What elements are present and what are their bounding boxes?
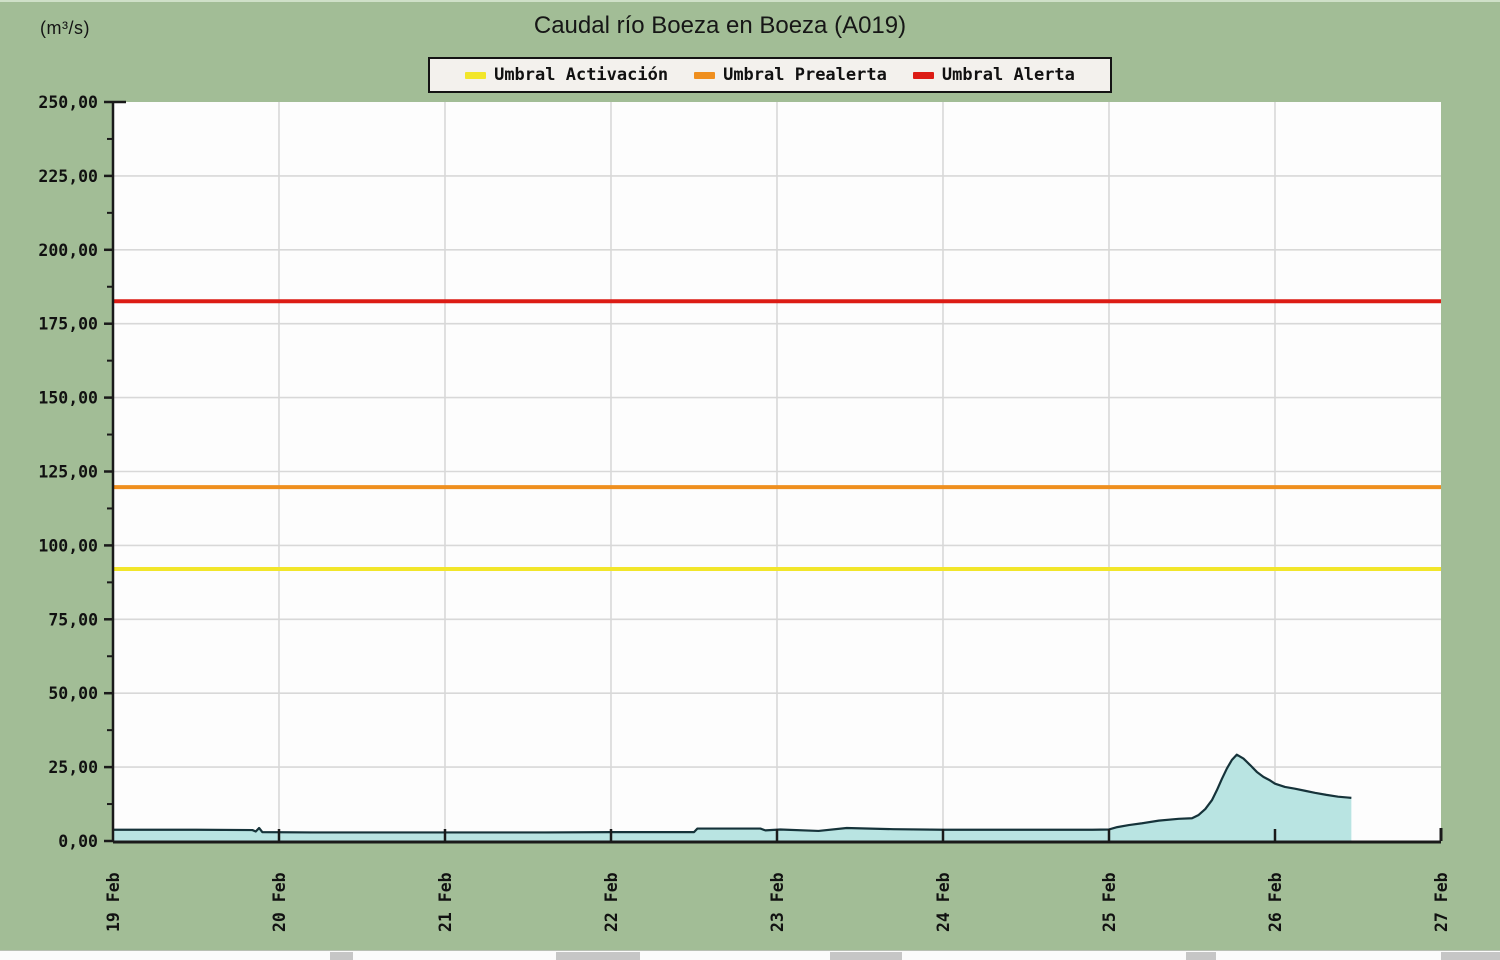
- y-tick-label: 250,00: [38, 93, 98, 112]
- x-tick-label: 19 Feb: [104, 872, 123, 932]
- x-tick-label: 20 Feb: [270, 872, 289, 932]
- y-tick-label: 50,00: [48, 684, 98, 703]
- y-axis-unit-label: (m³/s): [40, 18, 90, 38]
- legend-label: Umbral Prealerta: [723, 65, 887, 85]
- legend-item: Umbral Activación: [465, 65, 668, 85]
- cutoff-element: [1186, 952, 1216, 960]
- cutoff-element: [830, 952, 902, 960]
- chart-title: Caudal río Boeza en Boeza (A019): [533, 12, 907, 39]
- y-tick-label: 200,00: [38, 241, 98, 260]
- y-tick-label: 225,00: [38, 167, 98, 186]
- y-tick-label: 175,00: [38, 315, 98, 334]
- x-tick-label: 22 Feb: [602, 872, 621, 932]
- y-tick-label: 75,00: [48, 610, 98, 629]
- legend-label: Umbral Activación: [494, 65, 669, 85]
- x-tick-label: 26 Feb: [1266, 872, 1285, 932]
- y-tick-label: 25,00: [48, 758, 98, 777]
- legend-item: Umbral Alerta: [912, 65, 1075, 85]
- y-tick-label: 125,00: [38, 463, 98, 482]
- legend-swatch-icon: [694, 71, 716, 79]
- x-tick-label: 27 Feb: [1432, 872, 1451, 932]
- cutoff-element: [330, 952, 353, 960]
- x-tick-label: 23 Feb: [768, 872, 787, 932]
- x-tick-label: 21 Feb: [436, 872, 455, 932]
- cutoff-element: [556, 952, 640, 960]
- y-tick-label: 0,00: [58, 832, 98, 851]
- x-tick-label: 24 Feb: [934, 872, 953, 932]
- cutoff-element: [1441, 952, 1500, 960]
- legend-swatch-icon: [465, 71, 487, 79]
- flow-area: [113, 754, 1352, 841]
- x-tick-label: 25 Feb: [1100, 872, 1119, 932]
- cutoff-content-strip: [0, 950, 1500, 960]
- legend-item: Umbral Prealerta: [694, 65, 887, 85]
- y-tick-label: 100,00: [38, 536, 98, 555]
- flow-line: [113, 753, 1352, 834]
- legend-label: Umbral Alerta: [941, 65, 1075, 85]
- legend-swatch-icon: [912, 71, 934, 79]
- legend-box: Umbral Activación Umbral Prealerta Umbral …: [428, 57, 1112, 93]
- y-tick-label: 150,00: [38, 389, 98, 408]
